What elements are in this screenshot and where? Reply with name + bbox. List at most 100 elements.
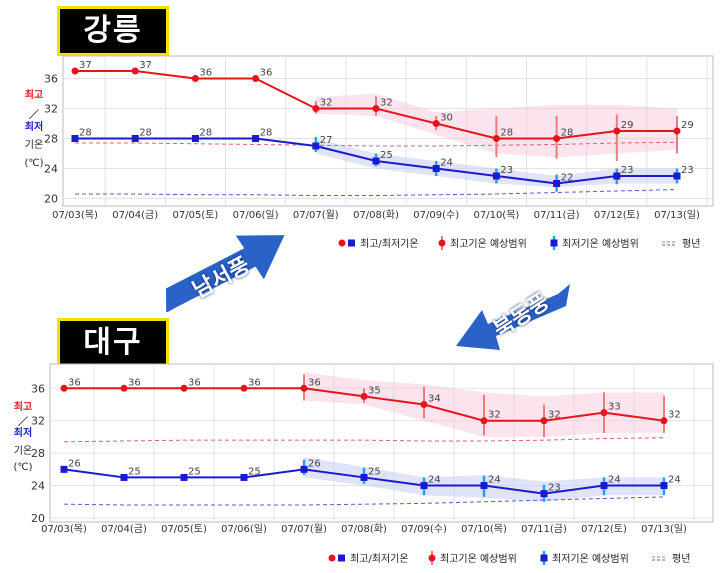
x-tick-label: 07/11(금): [534, 209, 580, 221]
x-tick-label: 07/09(수): [413, 209, 459, 221]
max-temp-point: [432, 120, 440, 127]
x-tick-label: 07/05(토): [172, 210, 218, 221]
max-temp-point: [131, 67, 139, 75]
max-temp-point: [480, 417, 488, 425]
data-label: 36: [248, 377, 261, 388]
x-tick-label: 07/12(토): [581, 524, 627, 535]
data-label: 23: [548, 483, 561, 494]
arrow-down-left-icon: [456, 284, 570, 350]
data-label: 37: [139, 60, 152, 71]
legend-min-marker: [348, 239, 355, 247]
min-temp-point: [60, 465, 68, 473]
x-tick-label: 07/13(일): [654, 209, 700, 221]
data-label: 25: [188, 466, 201, 477]
data-label: 26: [68, 458, 81, 469]
data-label: 36: [308, 377, 321, 388]
x-tick-label: 07/06(일): [221, 523, 267, 535]
min-temp-point: [71, 135, 79, 142]
y-tick-label: 32: [44, 103, 58, 116]
legend-max-range-marker: [428, 554, 436, 562]
max-temp-point: [360, 392, 368, 400]
data-label: 37: [79, 60, 92, 71]
y-axis-label: 최저: [25, 120, 43, 133]
data-label: 24: [608, 475, 621, 486]
x-tick-label: 07/09(수): [401, 523, 447, 535]
y-axis-label: (℃): [13, 462, 32, 473]
y-tick-label: 36: [31, 382, 45, 395]
legend-label: 최저기온 예상범위: [562, 237, 639, 250]
arrow-up-right-icon: [165, 235, 285, 312]
normal-min-line: [63, 496, 665, 506]
y-tick-label: 36: [44, 73, 58, 86]
x-tick-label: 07/05(토): [161, 524, 207, 535]
data-label: 25: [368, 466, 381, 477]
y-axis-label: (℃): [24, 158, 43, 169]
max-temp-point: [600, 409, 608, 417]
max-temp-point: [300, 384, 308, 392]
max-temp-point: [420, 401, 428, 409]
x-tick-label: 07/13(일): [641, 523, 687, 535]
data-label: 28: [260, 128, 273, 139]
x-tick-label: 07/07(월): [281, 523, 327, 535]
legend-max-marker: [338, 239, 346, 247]
y-tick-label: 28: [44, 133, 58, 146]
y-tick-label: 24: [31, 480, 45, 493]
x-tick-label: 07/10(목): [473, 209, 519, 221]
data-label: 32: [380, 98, 393, 109]
data-label: 32: [320, 98, 333, 109]
data-label: 25: [380, 150, 393, 161]
data-label: 28: [561, 128, 574, 139]
northeast-wind-arrow: 북동풍: [448, 274, 578, 360]
min-temp-point: [673, 172, 681, 180]
data-label: 23: [500, 165, 513, 176]
legend-label: 최고기온 예상범위: [450, 237, 527, 250]
max-temp-point: [613, 127, 621, 135]
normal-min-line: [75, 189, 678, 196]
min-temp-point: [312, 142, 320, 150]
min-temp-point: [131, 135, 139, 142]
max-temp-point: [492, 135, 500, 142]
y-tick-label: 20: [44, 193, 58, 206]
max-temp-point: [540, 417, 548, 425]
legend-label: 최저기온 예상범위: [552, 552, 629, 565]
data-label: 32: [548, 410, 561, 421]
data-label: 36: [199, 68, 212, 79]
data-label: 23: [621, 165, 634, 176]
min-temp-point: [360, 473, 368, 481]
min-temp-point: [300, 465, 308, 473]
data-label: 24: [428, 475, 441, 486]
min-temp-point: [600, 482, 608, 490]
min-range-band: [315, 138, 677, 188]
x-tick-label: 07/04(금): [112, 209, 158, 221]
legend-min-range-marker: [540, 554, 548, 562]
min-temp-point: [252, 135, 260, 142]
x-tick-label: 07/03(목): [41, 523, 87, 535]
normal-max-line: [75, 141, 678, 147]
x-tick-label: 07/08(화): [341, 523, 387, 535]
data-label: 28: [199, 128, 212, 139]
data-label: 27: [320, 135, 333, 146]
data-label: 30: [440, 113, 453, 124]
min-temp-point: [372, 157, 380, 165]
max-temp-point: [120, 384, 128, 392]
data-label: 22: [561, 173, 574, 184]
y-tick-label: 32: [31, 415, 45, 428]
max-temp-point: [71, 67, 79, 75]
min-temp-point: [191, 135, 199, 142]
y-axis-label: ／: [18, 415, 28, 428]
x-tick-label: 07/10(목): [461, 523, 507, 535]
min-temp-point: [660, 482, 668, 490]
x-tick-label: 07/12(토): [594, 210, 640, 221]
legend-label: 최고기온 예상범위: [440, 552, 517, 565]
data-label: 36: [260, 68, 273, 79]
data-label: 36: [68, 377, 81, 388]
y-tick-label: 24: [44, 163, 58, 176]
max-temp-point: [372, 105, 380, 112]
chart-title-gangneung: 강릉: [57, 6, 169, 56]
data-label: 29: [621, 120, 634, 131]
min-temp-point: [480, 482, 488, 490]
data-label: 32: [668, 410, 681, 421]
x-tick-label: 07/06(일): [233, 209, 279, 221]
